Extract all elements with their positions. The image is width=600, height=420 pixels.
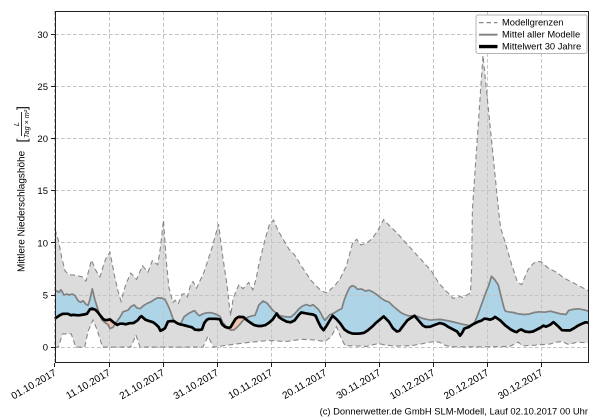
svg-text:Modellgrenzen: Modellgrenzen: [502, 17, 564, 28]
svg-text:10: 10: [37, 238, 48, 249]
svg-text:0: 0: [43, 343, 48, 354]
svg-text:25: 25: [37, 82, 48, 93]
svg-text:20: 20: [37, 134, 48, 145]
svg-text:(c) Donnerwetter.de GmbH SLM-M: (c) Donnerwetter.de GmbH SLM-Modell, Lau…: [320, 406, 588, 417]
svg-text:[: [: [14, 139, 30, 143]
svg-text:Mittelwert 30 Jahre: Mittelwert 30 Jahre: [502, 41, 581, 52]
svg-text:Mittel aller Modelle: Mittel aller Modelle: [502, 29, 580, 40]
svg-text:5: 5: [43, 290, 48, 301]
svg-text:Tag × m²: Tag × m²: [22, 109, 31, 138]
svg-text:]: ]: [14, 106, 30, 110]
svg-text:L: L: [12, 122, 21, 126]
svg-text:30: 30: [37, 30, 48, 41]
svg-text:15: 15: [37, 186, 48, 197]
svg-text:Mittlere Niederschlagshöhe: Mittlere Niederschlagshöhe: [17, 150, 28, 272]
